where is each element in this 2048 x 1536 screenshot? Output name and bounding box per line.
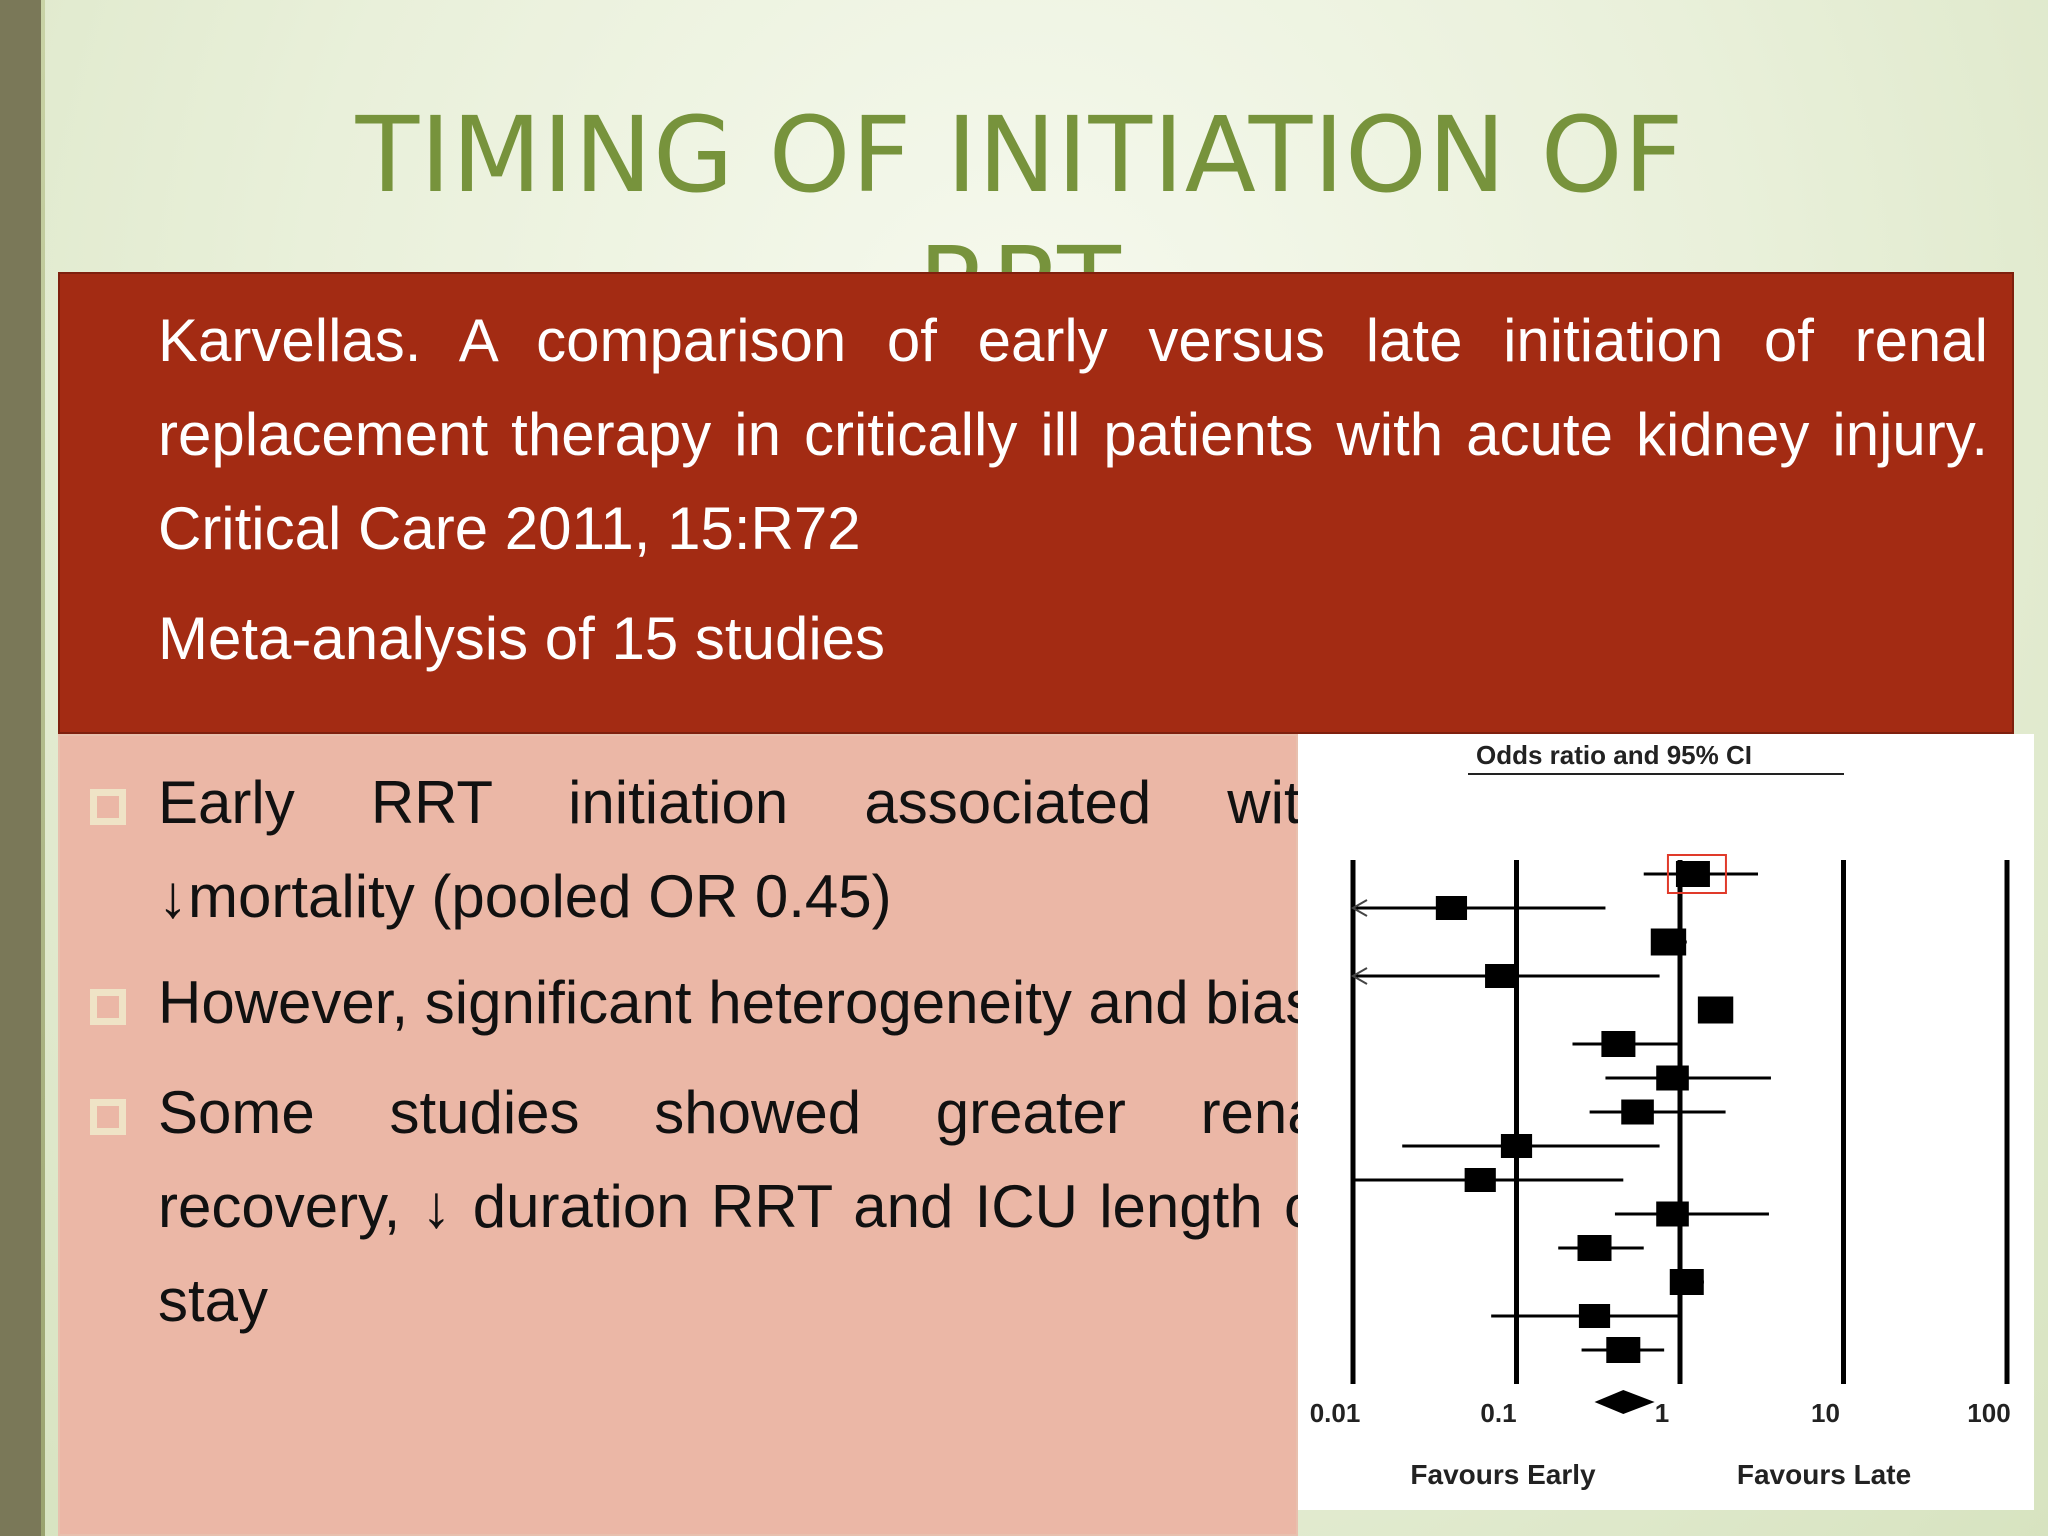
square-bullet-icon: [90, 989, 126, 1025]
forest-plot: Odds ratio and 95% CI 0.01 0.1 1 10 100 Favour…: [1310, 740, 2011, 1490]
forest-plot-panel: Odds ratio and 95% CI 0.01 0.1 1 10 100 Favour…: [1298, 734, 2034, 1510]
citation-text: Karvellas. A comparison of early versus …: [158, 307, 1988, 562]
bullet-item-heterogeneity: However, significant heterogeneity and b…: [90, 956, 1334, 1050]
xlabel-favours-early: Favours Early: [1410, 1459, 1596, 1490]
study-marker: [1656, 1201, 1689, 1227]
bullet-box: Early RRT initiation associated with ↓mo…: [58, 734, 1334, 1536]
citation-box: Karvellas. A comparison of early versus …: [58, 272, 2014, 734]
study-marker: [1669, 1269, 1704, 1295]
square-bullet-icon: [90, 1099, 126, 1135]
tick-label: 1: [1655, 1398, 1669, 1428]
study-marker: [1697, 996, 1734, 1024]
tick-label: 10: [1811, 1398, 1840, 1428]
study-marker: [1485, 964, 1517, 988]
bullet-text: Some studies showed greater renal recove…: [158, 1079, 1334, 1334]
highlight-box: [1666, 854, 1727, 894]
study-marker: [1675, 861, 1710, 887]
xlabel-favours-late: Favours Late: [1737, 1459, 1911, 1490]
study-marker: [1650, 928, 1687, 956]
pooled-diamond: [1594, 1390, 1655, 1414]
meta-analysis-line: Meta-analysis of 15 studies: [158, 605, 886, 672]
study-marker: [1656, 1065, 1689, 1091]
chart-title: Odds ratio and 95% CI: [1476, 740, 1752, 770]
left-decor-accent: [41, 0, 45, 1536]
tick-label: 0.1: [1480, 1398, 1516, 1428]
study-marker: [1464, 1168, 1496, 1192]
tick-label: 100: [1967, 1398, 2010, 1428]
ci-arrow: [1350, 967, 1368, 985]
study-marker: [1435, 896, 1468, 920]
left-decor-bar: [0, 0, 41, 1536]
study-marker: [1621, 1099, 1654, 1125]
square-bullet-icon: [90, 789, 126, 825]
study-marker: [1578, 1304, 1611, 1328]
bullet-text: However, significant heterogeneity and b…: [158, 969, 1316, 1036]
ci-arrow: [1350, 899, 1368, 917]
bullet-item-mortality: Early RRT initiation associated with ↓mo…: [90, 756, 1334, 944]
study-marker: [1601, 1031, 1636, 1057]
bullet-item-renal-recovery: Some studies showed greater renal recove…: [90, 1066, 1334, 1348]
study-marker: [1500, 1134, 1533, 1158]
bullet-text: Early RRT initiation associated with ↓mo…: [158, 769, 1334, 930]
study-marker: [1577, 1235, 1612, 1261]
study-marker: [1606, 1337, 1641, 1363]
tick-label: 0.01: [1310, 1398, 1361, 1428]
